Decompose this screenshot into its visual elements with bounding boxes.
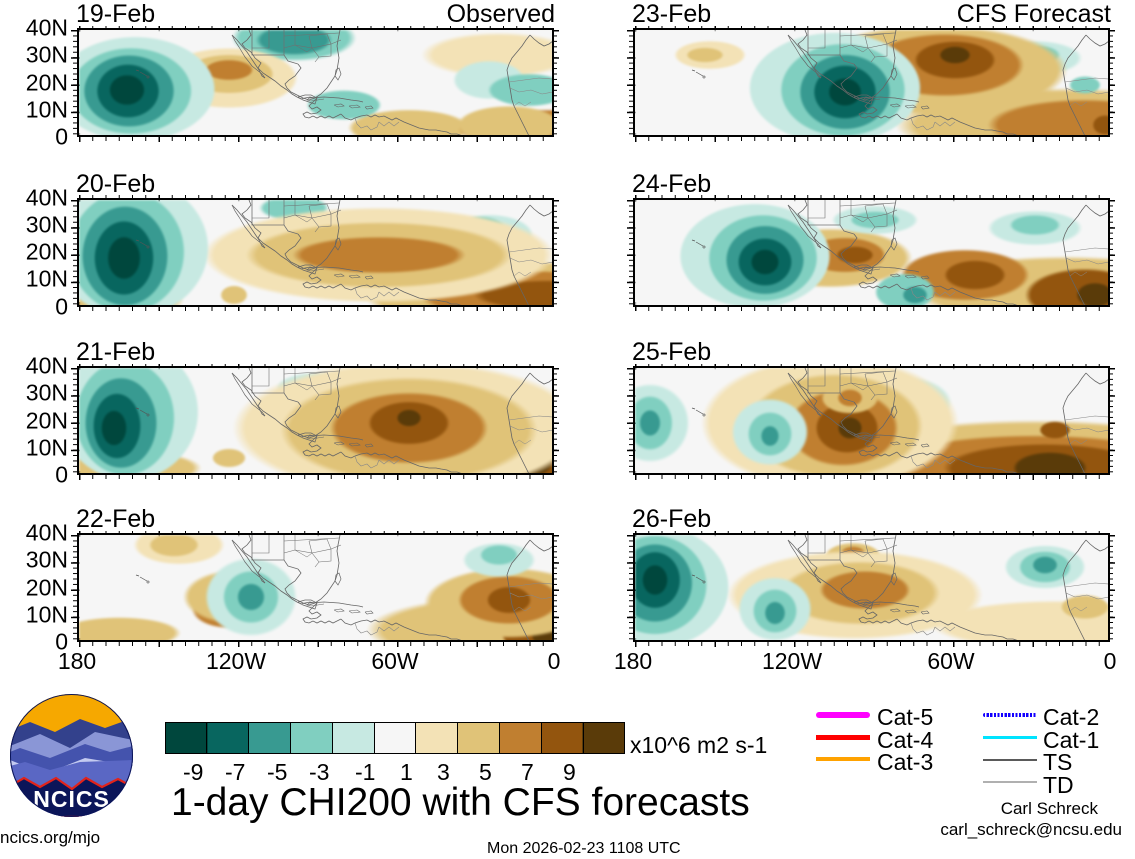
svg-text:NCICS: NCICS <box>33 786 110 812</box>
